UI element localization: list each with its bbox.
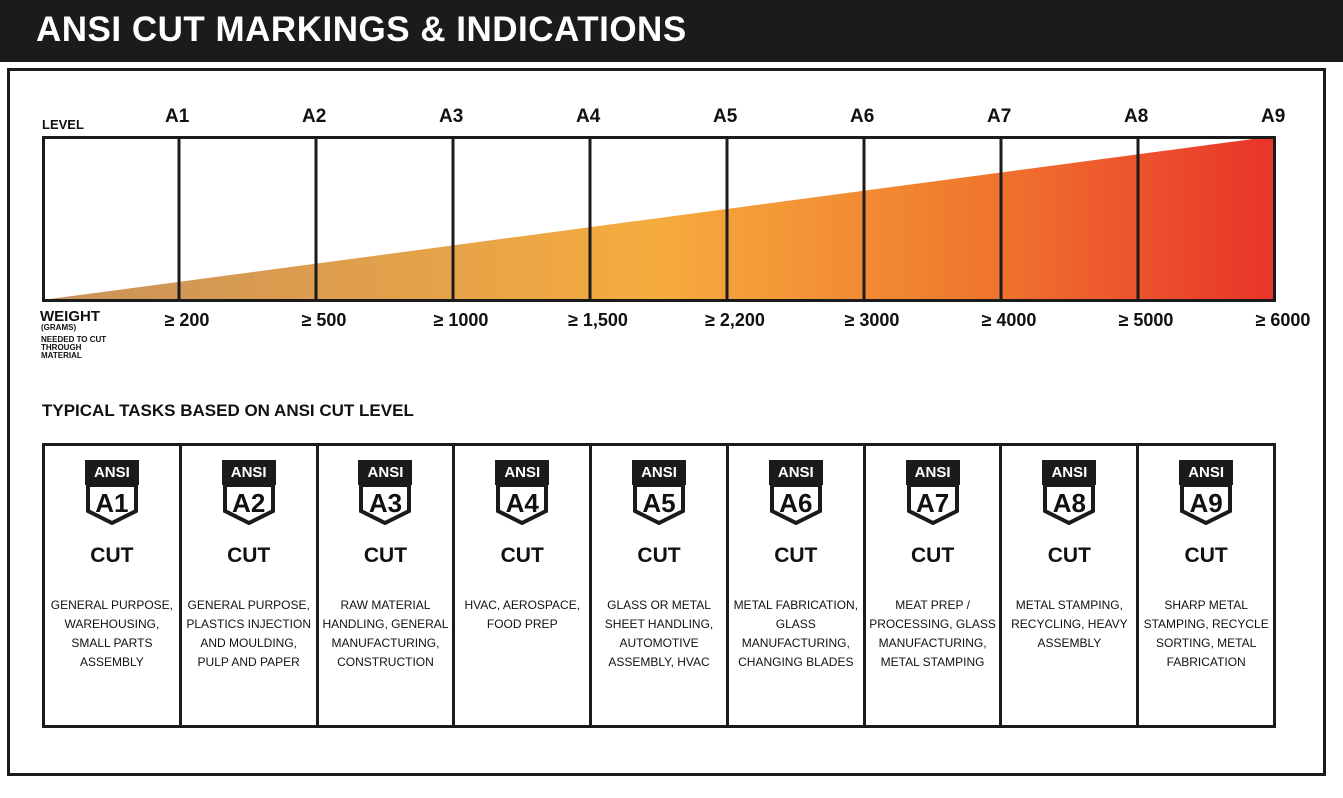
cut-label: CUT xyxy=(774,544,818,567)
ansi-badge-icon: ANSI A4 xyxy=(495,460,550,525)
shield-icon xyxy=(1043,485,1096,525)
weight-note: NEEDED TO CUT THROUGH MATERIAL xyxy=(41,335,107,360)
badge-ansi-label: ANSI xyxy=(632,460,687,485)
shield-icon xyxy=(496,485,549,525)
ansi-badge-icon: ANSI A9 xyxy=(1179,460,1234,525)
badge-ansi-label: ANSI xyxy=(358,460,413,485)
badge-ansi-label: ANSI xyxy=(1179,460,1234,485)
shield-icon xyxy=(85,485,138,525)
level-a2: A2 xyxy=(302,106,327,127)
cut-label: CUT xyxy=(227,544,271,567)
badge-code: A7 xyxy=(915,488,950,518)
badge-code: A4 xyxy=(505,488,539,518)
badge-ansi-label: ANSI xyxy=(905,460,960,485)
weight-value-a5: ≥ 2,200 xyxy=(705,310,765,330)
shield-icon xyxy=(633,485,686,525)
level-a9: A9 xyxy=(1261,106,1286,127)
task-description: GENERAL PURPOSE, WAREHOUSING, SMALL PART… xyxy=(50,598,174,669)
shield-icon xyxy=(1180,485,1233,525)
shield-icon xyxy=(359,485,412,525)
weight-unit: (GRAMS) xyxy=(41,323,77,332)
badge-code: A8 xyxy=(1052,488,1086,518)
badge-ansi-label: ANSI xyxy=(768,460,823,485)
level-label: LEVEL xyxy=(42,117,84,132)
weight-value-a2: ≥ 500 xyxy=(301,310,347,330)
weight-value-a4: ≥ 1,500 xyxy=(568,310,628,330)
level-a7: A7 xyxy=(987,106,1012,127)
badge-code: A2 xyxy=(232,488,266,518)
level-a1: A1 xyxy=(165,106,190,127)
weight-value-a1: ≥ 200 xyxy=(164,310,210,330)
shield-icon xyxy=(906,485,959,525)
badge-code: A1 xyxy=(95,488,129,518)
task-description: MEAT PREP / PROCESSING, GLASS MANUFACTUR… xyxy=(869,598,996,669)
weight-gradient-wedge xyxy=(42,136,1276,300)
badge-ansi-label: ANSI xyxy=(221,460,276,485)
weight-value-a7: ≥ 4000 xyxy=(981,310,1037,330)
level-a4: A4 xyxy=(576,106,601,127)
ansi-badge-icon: ANSI A8 xyxy=(1042,460,1097,525)
page-title: ANSI CUT MARKINGS & INDICATIONS xyxy=(36,10,687,49)
weight-value-a9: ≥ 6000 xyxy=(1255,310,1311,330)
task-description: GENERAL PURPOSE, PLASTICS INJECTION AND … xyxy=(186,598,312,669)
task-cell-a2: ANSI A2 CUT GENERAL PURPOSE, PLASTICS INJEC… xyxy=(182,446,319,725)
task-description: METAL STAMPING, RECYCLING, HEAVY ASSEMBL… xyxy=(1011,598,1128,650)
cut-label: CUT xyxy=(363,544,408,567)
task-cell-a8: ANSI A8 CUT METAL STAMPING, RECYCLING, HEAV… xyxy=(1002,446,1140,725)
task-cell-a9: ANSI A9 CUT SHARP METAL STAMPING, RECYCLE S… xyxy=(1139,446,1273,725)
level-a5: A5 xyxy=(713,106,738,127)
ansi-badge-icon: ANSI A6 xyxy=(768,460,823,525)
ansi-badge-icon: ANSI A3 xyxy=(358,460,413,525)
tasks-title: TYPICAL TASKS BASED ON ANSI CUT LEVEL xyxy=(42,401,414,420)
cut-label: CUT xyxy=(90,544,134,567)
task-cell-a6: ANSI A6 CUT METAL FABRICATION, GLASS MANUFA… xyxy=(729,446,866,725)
task-description: SHARP METAL STAMPING, RECYCLE SORTING, M… xyxy=(1143,598,1269,669)
badge-ansi-label: ANSI xyxy=(1042,460,1097,485)
badge-code: A9 xyxy=(1189,488,1223,518)
cut-label: CUT xyxy=(637,544,681,567)
badge-ansi-label: ANSI xyxy=(495,460,550,485)
header-bar: ANSI CUT MARKINGS & INDICATIONS xyxy=(0,0,1343,62)
cut-label: CUT xyxy=(1047,544,1091,567)
task-description: HVAC, AEROSPACE, FOOD PREP xyxy=(464,598,581,631)
content-frame xyxy=(7,68,1326,776)
task-cell-a7: ANSI A7 CUT MEAT PREP / PROCESSING, GLASS M… xyxy=(866,446,1003,725)
task-description: GLASS OR METAL SHEET HANDLING, AUTOMOTIV… xyxy=(604,598,714,669)
scale-frame xyxy=(42,136,1276,302)
weight-value-a3: ≥ 1000 xyxy=(433,310,489,330)
cut-label: CUT xyxy=(1184,544,1228,567)
shield-icon xyxy=(222,485,275,525)
ansi-badge-icon: ANSI A1 xyxy=(84,460,139,525)
shield-icon xyxy=(769,485,822,525)
level-a8: A8 xyxy=(1124,106,1149,127)
badge-code: A5 xyxy=(642,488,676,518)
badge-code: A6 xyxy=(779,488,813,518)
task-description: METAL FABRICATION, GLASS MANUFACTURING, … xyxy=(733,598,859,669)
task-cell-a3: ANSI A3 CUT RAW MATERIAL HANDLING, GENERAL … xyxy=(319,446,456,725)
weight-value-a6: ≥ 3000 xyxy=(844,310,900,330)
weight-label: WEIGHT xyxy=(40,308,100,325)
ansi-badge-icon: ANSI A5 xyxy=(632,460,687,525)
tasks-table: ANSI A1 CUT GENERAL PURPOSE, WAREHOUSING, S… xyxy=(42,443,1276,728)
badge-code: A3 xyxy=(368,488,403,518)
cut-label: CUT xyxy=(500,544,544,567)
cut-label: CUT xyxy=(910,544,955,567)
cut-level-scale xyxy=(42,136,1276,302)
task-cell-a4: ANSI A4 CUT HVAC, AEROSPACE, FOOD PREP xyxy=(455,446,593,725)
task-cell-a1: ANSI A1 CUT GENERAL PURPOSE, WAREHOUSING, S… xyxy=(45,446,182,725)
task-description: RAW MATERIAL HANDLING, GENERAL MANUFACTU… xyxy=(322,598,449,669)
level-a3: A3 xyxy=(439,106,464,127)
level-a6: A6 xyxy=(850,106,875,127)
task-cell-a5: ANSI A5 CUT GLASS OR METAL SHEET HANDLING, … xyxy=(592,446,729,725)
ansi-badge-icon: ANSI A2 xyxy=(221,460,276,525)
badge-ansi-label: ANSI xyxy=(84,460,139,485)
weight-value-a8: ≥ 5000 xyxy=(1118,310,1174,330)
ansi-badge-icon: ANSI A7 xyxy=(905,460,960,525)
